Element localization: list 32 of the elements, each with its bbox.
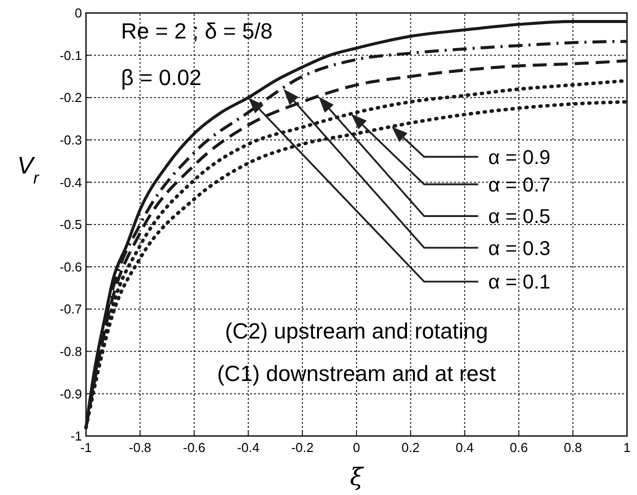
y-tick-label: -0.4	[60, 174, 82, 190]
y-tick-label: -0.3	[60, 132, 82, 148]
x-tick-label: 0	[352, 440, 360, 455]
x-tick-label: 0.4	[456, 440, 474, 455]
y-tick-label: -1	[70, 428, 82, 444]
annotation: (C2) upstream and rotating	[225, 318, 488, 344]
x-tick-label: 0.6	[510, 440, 528, 455]
annotation: α = 0.1	[488, 272, 550, 294]
y-tick-label: -0.5	[60, 217, 82, 232]
y-tick-label: -0.1	[60, 48, 82, 63]
y-tick-label: -0.8	[60, 344, 82, 359]
y-tick-label: 0	[74, 6, 82, 21]
x-tick-label: 0.8	[564, 440, 582, 455]
x-tick-label: -1	[80, 440, 92, 455]
x-axis-title: ξ	[350, 463, 365, 491]
x-tick-label: -0.6	[182, 440, 206, 455]
x-tick-label: -0.8	[128, 440, 152, 455]
annotation: α = 0.5	[488, 206, 550, 228]
annotation: (C1) downstream and at rest	[217, 361, 496, 386]
annotation: Re = 2 ; δ = 5/8	[121, 18, 273, 44]
annotation: α = 0.9	[488, 146, 550, 169]
y-tick-label: -0.9	[60, 386, 82, 402]
x-tick-label: 0.2	[402, 440, 420, 455]
x-tick-label: 1	[623, 440, 631, 455]
y-tick-label: -0.6	[60, 259, 82, 274]
annotation: β = 0.02	[121, 64, 202, 90]
y-tick-label: -0.2	[60, 90, 82, 106]
x-tick-label: -0.2	[291, 440, 314, 455]
x-tick-label: -0.4	[237, 440, 260, 455]
y-axis-title: V$_{r}$	[17, 152, 40, 188]
annotation: α = 0.3	[488, 238, 550, 260]
y-tick-label: -0.7	[60, 302, 82, 317]
